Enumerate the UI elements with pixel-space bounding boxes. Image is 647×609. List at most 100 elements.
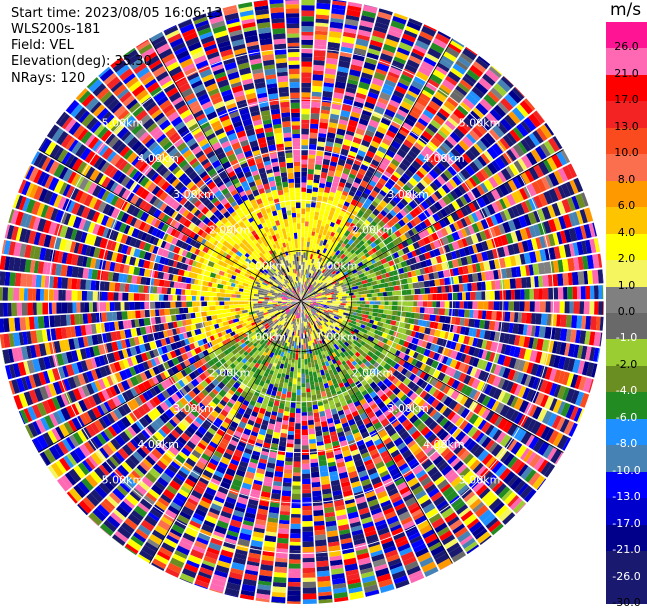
range-gate [357,307,362,310]
range-gate [294,444,301,449]
range-gate [307,358,310,363]
range-gate [291,524,302,529]
range-gate [302,387,306,393]
range-gate [434,279,440,286]
range-gate [444,278,450,285]
range-gate [325,409,332,416]
range-gate [292,494,301,500]
range-gate [515,278,522,289]
range-gate [301,134,309,139]
range-gate [472,301,477,309]
range-gate [578,271,585,284]
range-gate [288,431,294,435]
range-gate [485,281,492,290]
range-gate [277,538,288,544]
range-gate [384,296,388,300]
range-gate [425,287,431,293]
range-gate [363,287,368,291]
range-gate [429,280,435,287]
range-gate [556,301,560,313]
range-gate [313,510,323,516]
range-gate [380,318,386,323]
range-gate [269,506,279,513]
range-gate [298,326,300,330]
range-gate [392,306,398,311]
range-gate [377,313,382,317]
range-gate [287,596,301,602]
range-gate [301,333,303,339]
range-gate [378,309,384,313]
range-gate [310,381,314,385]
range-gate [467,283,472,291]
range-gate [504,279,511,289]
range-gate [315,208,320,213]
range-gate [314,521,325,526]
range-gate [471,283,477,291]
range-gate [301,16,314,22]
range-gate [297,336,299,342]
range-gate [301,378,305,384]
range-gate [423,301,427,307]
range-gate [313,187,319,192]
range-gate [274,471,283,477]
range-gate [290,538,301,542]
range-gate [409,295,413,300]
range-gate [288,572,301,578]
range-gate [289,564,301,569]
range-gate [305,364,308,369]
range-gate [302,537,313,542]
range-gate [301,345,303,350]
range-gate [455,301,460,308]
range-gate [277,373,282,378]
range-gate [319,210,324,216]
range-gate [307,353,310,358]
range-gate [284,469,292,474]
range-gate [288,582,301,587]
range-gate [529,289,534,300]
range-gate [453,293,458,300]
range-gate [499,301,504,310]
range-gate [408,283,413,289]
range-gate [280,377,285,384]
range-gate [316,394,321,399]
range-gate [301,150,308,155]
range-gate [577,286,581,299]
range-gate [318,187,324,192]
range-gate [315,386,320,391]
range-gate [477,301,483,309]
range-gate [297,389,301,395]
range-gate [338,297,342,299]
range-gate [301,223,305,228]
range-gate [303,558,315,563]
range-gate [394,285,400,290]
range-gate [308,420,314,425]
range-gate [579,301,584,314]
range-gate [302,397,307,402]
range-gate [360,304,365,307]
range-gate [289,559,301,564]
range-gate [510,278,516,288]
range-gate [295,418,301,423]
range-gate [272,586,286,593]
range-gate [316,9,330,16]
range-gate [317,445,324,451]
range-gate [318,405,324,412]
range-gate [333,297,338,299]
range-gate [391,315,396,320]
range-gate [314,45,326,51]
range-gate [407,301,413,306]
range-gate [546,301,551,313]
range-gate [351,298,355,301]
range-gate [301,40,313,45]
range-gate [392,291,396,296]
range-gate [384,305,388,309]
range-gate [305,221,309,226]
range-gate [392,281,397,286]
range-gate [309,434,316,439]
range-gate [303,541,314,547]
range-gate [460,301,464,309]
range-gate [310,133,318,139]
range-gate [310,454,318,459]
range-gate [424,281,430,288]
range-gate [314,169,321,175]
